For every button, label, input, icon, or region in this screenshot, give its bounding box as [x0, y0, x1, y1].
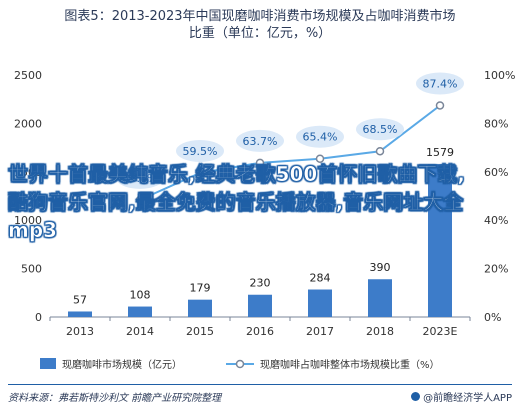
- line-data-label: 87.4%: [423, 77, 458, 90]
- x-tick-label: 2016: [246, 325, 274, 338]
- line-label-bubble: [296, 125, 344, 148]
- line-label-bubble: [416, 72, 464, 95]
- title-line-2: 比重（单位：亿元，%）: [188, 26, 332, 41]
- bar: [368, 279, 392, 317]
- bar-data-label: 230: [250, 277, 271, 290]
- x-tick-label: 2017: [306, 325, 334, 338]
- x-tick-label: 2023E: [423, 325, 458, 338]
- line-series-path: [139, 104, 441, 201]
- bar: [248, 294, 272, 317]
- y-right-tick-label: 60%: [484, 166, 508, 179]
- plot-area: 0 500 1000 1500 2000 2500 0% 20% 40% 60% 80% 100% 20…: [14, 69, 515, 371]
- bar: [308, 289, 332, 317]
- x-tick-label: 2013: [66, 325, 94, 338]
- bar-data-label: 1579: [426, 146, 454, 159]
- bar-data-label: 57: [73, 293, 87, 306]
- x-tick-label: 2018: [366, 325, 394, 338]
- line-label-bubble: [236, 129, 284, 152]
- bar-data-label: 390: [370, 261, 391, 274]
- chart-title: 图表5：2013-2023年中国现磨咖啡消费市场规模及占咖啡消费市场 比重（单位…: [0, 8, 520, 42]
- line-point: [435, 101, 445, 110]
- y-right-tick-label: 0%: [484, 311, 501, 324]
- source-note: 资料来源：弗若斯特沙利文 前瞻产业研究院整理: [8, 393, 222, 404]
- legend-swatch-bar: [40, 358, 56, 369]
- y-right-tick-label: 20%: [484, 263, 508, 276]
- line-label-bubble: [356, 118, 404, 141]
- brand-label: @前瞻经济学人APP: [423, 393, 512, 404]
- bar-data-label: 284: [310, 272, 331, 285]
- title-line-1: 图表5：2013-2023年中国现磨咖啡消费市场规模及占咖啡消费市场: [64, 9, 456, 24]
- y-right-tick-label: 40%: [484, 214, 508, 227]
- y-right-tick-label: 80%: [484, 117, 508, 130]
- line-point: [255, 158, 265, 168]
- overlay-watermark-text: 世界十首最美纯音乐,经典老歌500首怀旧歌曲下载,酷狗音乐官网,最全免费的音乐播…: [8, 162, 466, 243]
- legend-label-line: 现磨咖啡占咖啡整体市场规模比重（%）: [260, 358, 440, 371]
- bar: [68, 311, 92, 317]
- line-label-bubble: [116, 166, 164, 189]
- y-left-tick-label: 0: [35, 311, 42, 324]
- line-point: [135, 195, 145, 205]
- legend-label-bar: 现磨咖啡市场规模（亿元）: [62, 358, 182, 371]
- brand-logo-icon: [411, 392, 421, 401]
- y-left-tick-label: 500: [21, 263, 42, 276]
- y-left-tick-label: 1500: [14, 166, 42, 179]
- footer-divider: [8, 384, 512, 385]
- y-left-tick-label: 2500: [14, 69, 42, 82]
- line-point: [315, 154, 325, 163]
- x-tick-label: 2015: [186, 325, 214, 338]
- line-point: [375, 146, 385, 156]
- line-label-bubble: [176, 140, 224, 163]
- y-right-tick-label: 100%: [484, 69, 515, 82]
- y-left-tick-label: 2000: [14, 117, 42, 130]
- line-data-label: 48.4%: [123, 172, 158, 185]
- line-data-label: 68.5%: [363, 123, 398, 136]
- bar: [428, 164, 452, 317]
- brand-mark: @前瞻经济学人APP: [411, 389, 512, 404]
- y-left-tick-label: 1000: [14, 214, 42, 227]
- line-data-label: 65.4%: [303, 131, 338, 144]
- legend-swatch-marker: [235, 359, 245, 369]
- line-point: [195, 168, 205, 178]
- bar: [188, 299, 212, 317]
- bar-data-label: 108: [130, 289, 151, 302]
- line-data-label: 59.5%: [183, 145, 218, 158]
- bar: [128, 306, 152, 317]
- x-tick-label: 2014: [126, 325, 154, 338]
- bar-data-label: 179: [190, 282, 211, 295]
- line-data-label: 63.7%: [243, 135, 278, 148]
